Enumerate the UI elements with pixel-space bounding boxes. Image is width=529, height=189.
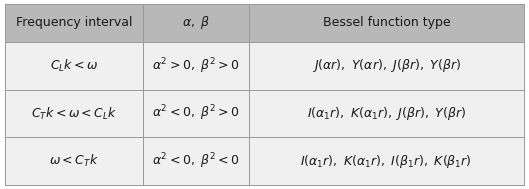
- Bar: [249, 42, 524, 90]
- Text: $C_T k < \omega < C_L k$: $C_T k < \omega < C_L k$: [31, 105, 117, 122]
- Bar: [143, 90, 249, 137]
- Bar: [5, 90, 143, 137]
- Text: $\alpha,\ \beta$: $\alpha,\ \beta$: [181, 14, 210, 31]
- Text: $I(\alpha_1 r),\ K(\alpha_1 r),\ J(\beta r),\ Y(\beta r)$: $I(\alpha_1 r),\ K(\alpha_1 r),\ J(\beta…: [307, 105, 466, 122]
- Text: $\alpha^2 > 0,\ \beta^2 > 0$: $\alpha^2 > 0,\ \beta^2 > 0$: [152, 56, 240, 76]
- Bar: [143, 4, 249, 42]
- Bar: [5, 4, 143, 42]
- Bar: [143, 42, 249, 90]
- Text: $J(\alpha r),\ Y(\alpha r),\ J(\beta r),\ Y(\beta r)$: $J(\alpha r),\ Y(\alpha r),\ J(\beta r),…: [312, 57, 461, 74]
- Bar: [5, 137, 143, 185]
- Text: $I(\alpha_1 r),\ K(\alpha_1 r),\ I(\beta_1 r),\ K(\beta_1 r)$: $I(\alpha_1 r),\ K(\alpha_1 r),\ I(\beta…: [300, 153, 472, 170]
- Bar: [249, 90, 524, 137]
- Text: Frequency interval: Frequency interval: [16, 16, 132, 29]
- Bar: [143, 137, 249, 185]
- Text: $\omega < C_T k$: $\omega < C_T k$: [49, 153, 99, 169]
- Text: Bessel function type: Bessel function type: [323, 16, 450, 29]
- Text: $C_L k < \omega$: $C_L k < \omega$: [50, 58, 98, 74]
- Text: $\alpha^2 < 0,\ \beta^2 < 0$: $\alpha^2 < 0,\ \beta^2 < 0$: [152, 152, 240, 171]
- Bar: [249, 4, 524, 42]
- Bar: [249, 137, 524, 185]
- Text: $\alpha^2 < 0,\ \beta^2 > 0$: $\alpha^2 < 0,\ \beta^2 > 0$: [152, 104, 240, 123]
- Bar: [5, 42, 143, 90]
